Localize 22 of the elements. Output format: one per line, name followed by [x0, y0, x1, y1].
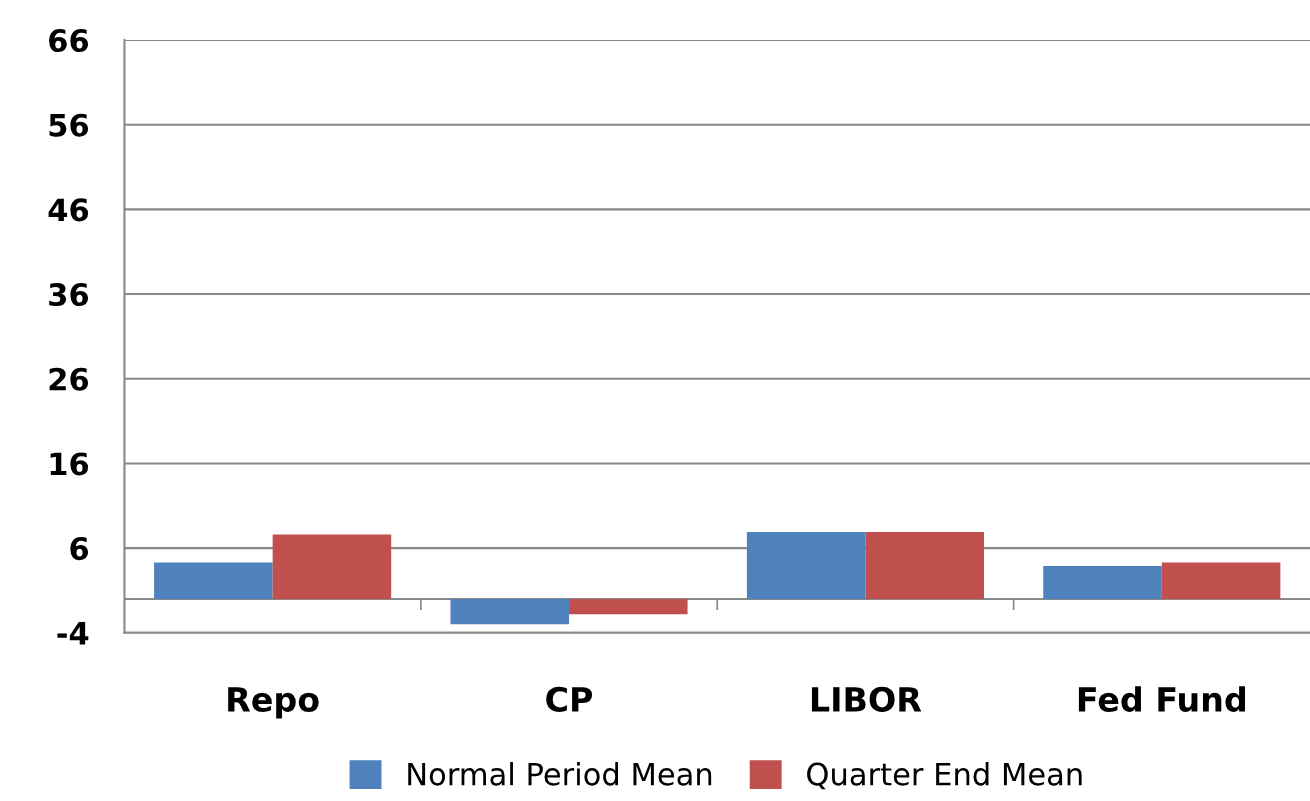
- x-tick-label: CP: [546, 686, 593, 712]
- y-tick-label: 66: [49, 29, 89, 53]
- bar: [272, 534, 392, 599]
- bar: [1161, 562, 1281, 599]
- bar: [154, 562, 273, 599]
- bar: [569, 598, 688, 615]
- x-tick-label: Repo: [228, 687, 319, 719]
- x-tick-label: LIBOR: [811, 686, 922, 712]
- y-tick-label: 46: [48, 198, 89, 222]
- bar: [746, 532, 866, 599]
- y-tick-label: 56: [49, 113, 89, 137]
- legend-label: Normal Period Mean: [408, 761, 712, 786]
- y-tick-label: 6: [70, 537, 89, 561]
- y-tick-label: 16: [50, 452, 89, 476]
- bar: [1043, 565, 1162, 599]
- y-tick-label: -4: [57, 622, 89, 645]
- y-tick-label: 26: [49, 367, 89, 391]
- y-tick-label: 36: [49, 283, 89, 307]
- bar: [865, 532, 984, 599]
- x-tick-label: Fed Fund: [1078, 686, 1245, 712]
- bar: [450, 598, 570, 625]
- legend-label: Quarter End Mean: [807, 761, 1082, 790]
